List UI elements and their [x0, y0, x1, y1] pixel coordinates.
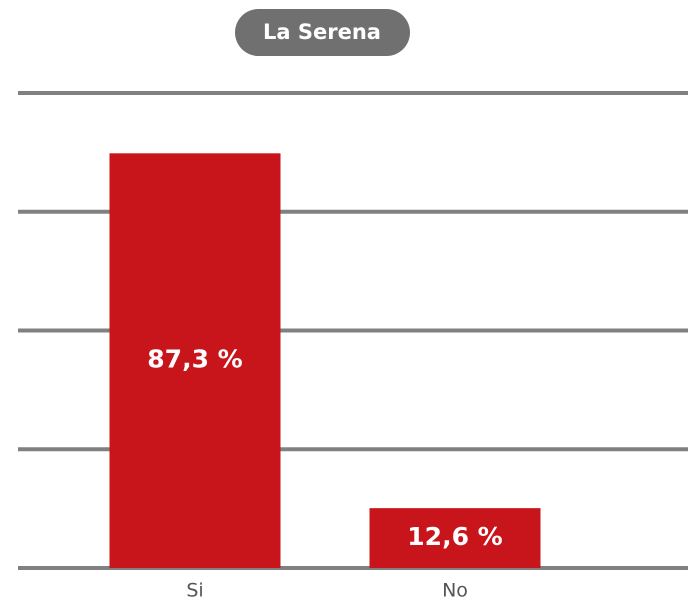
x-tick-label: Si	[186, 580, 203, 602]
title-pill	[235, 9, 410, 56]
chart-title: La Serena	[263, 20, 381, 44]
bar	[109, 153, 281, 568]
data-label: 12,6 %	[407, 522, 502, 551]
bar	[369, 508, 541, 568]
data-label: 87,3 %	[147, 345, 242, 374]
x-tick-label: No	[442, 580, 468, 602]
